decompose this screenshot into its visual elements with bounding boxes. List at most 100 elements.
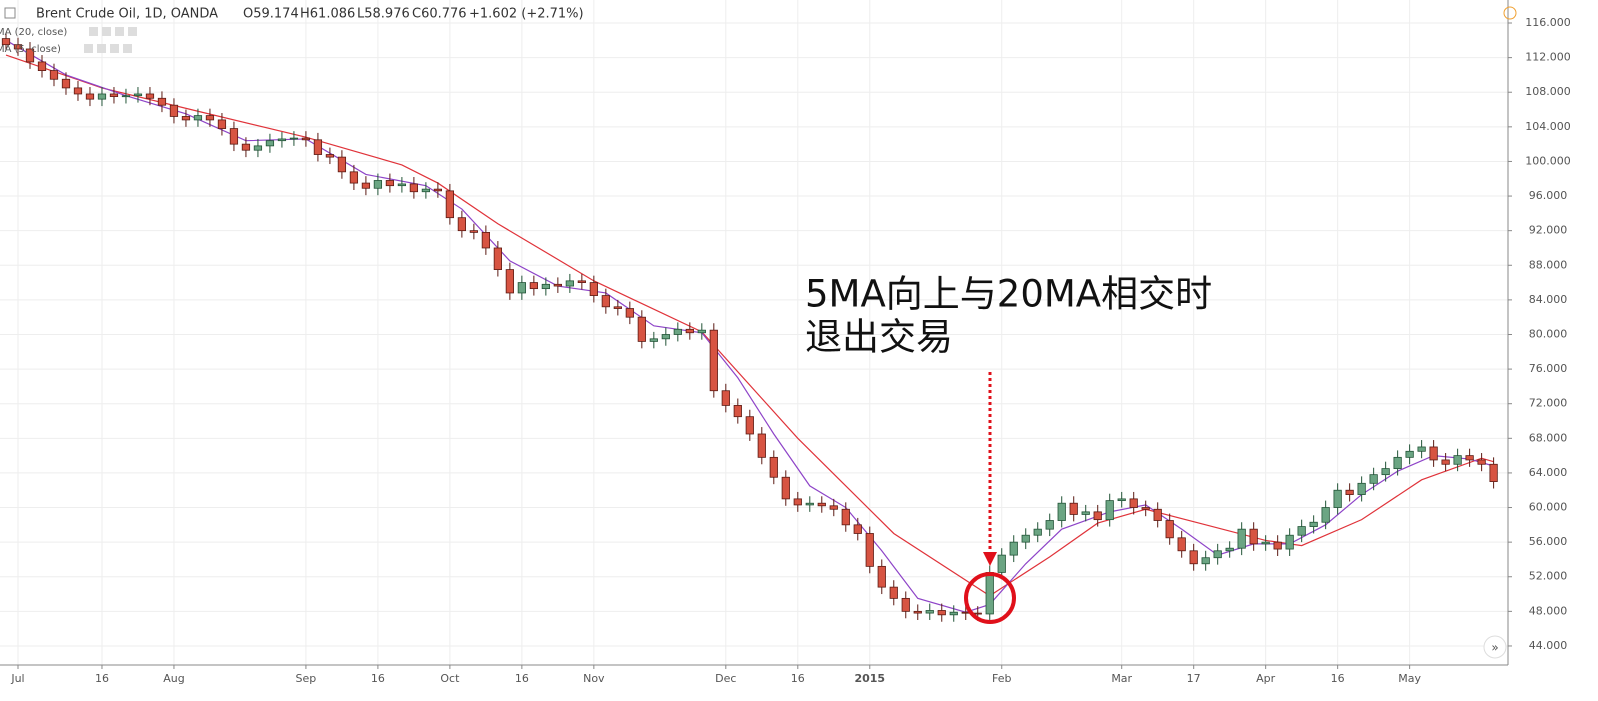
candle-body xyxy=(49,70,59,80)
candle-body xyxy=(133,93,143,97)
candle-body xyxy=(1297,526,1306,536)
candle-body xyxy=(817,502,826,507)
candle-body xyxy=(337,156,347,173)
candle-body xyxy=(409,183,419,193)
x-tick-label: 16 xyxy=(95,672,109,685)
candle-body xyxy=(889,586,898,599)
candle-body xyxy=(1285,534,1294,550)
candle-body xyxy=(1057,502,1066,521)
candle-body xyxy=(793,498,802,506)
annotation-line-2: 退出交易 xyxy=(805,316,953,359)
candle-body xyxy=(553,283,562,287)
candle-body xyxy=(217,119,227,129)
candle-body xyxy=(469,230,478,233)
y-tick-label: 48.000 xyxy=(1529,604,1568,617)
scroll-icon[interactable]: » xyxy=(1491,641,1498,655)
candle-body xyxy=(1333,489,1342,508)
scroll-button[interactable] xyxy=(1483,635,1507,659)
labels: 44.000 48.000 52.000 56.000 60.000 64.000 68.0… xyxy=(10,16,1570,685)
candle-body xyxy=(1009,541,1018,556)
candle-body xyxy=(109,93,119,97)
candle-body xyxy=(145,93,155,99)
x-tick-label: Nov xyxy=(583,672,605,685)
candle-body xyxy=(637,316,646,342)
candle-body xyxy=(841,508,850,526)
candle-body xyxy=(1489,463,1498,482)
candle-body xyxy=(745,416,754,435)
candle-body xyxy=(1261,541,1270,545)
x-tick-label: Aug xyxy=(163,672,184,685)
candle-body xyxy=(1345,489,1354,495)
y-tick-label: 80.000 xyxy=(1529,327,1568,340)
candle-body xyxy=(853,524,862,534)
candle-body xyxy=(901,597,910,612)
candle-body xyxy=(457,217,466,232)
x-tick-label: 2015 xyxy=(854,672,885,685)
x-tick-label: 16 xyxy=(371,672,385,685)
candle-body xyxy=(265,140,275,147)
x-tick-label: Sep xyxy=(296,672,317,685)
candle-body xyxy=(301,137,311,141)
candle-body xyxy=(13,44,23,50)
annotation-line-1: 5MA向上与20MA相交时 xyxy=(805,273,1212,316)
legend-icons[interactable] xyxy=(84,27,137,53)
x-tick-label: 17 xyxy=(1187,672,1201,685)
candle-body xyxy=(289,137,299,140)
candle-body xyxy=(697,329,706,334)
collapse-icon[interactable] xyxy=(4,7,16,19)
candle-body xyxy=(157,97,167,106)
candle-body xyxy=(445,190,454,219)
y-tick-label: 108.000 xyxy=(1525,85,1571,98)
x-tick-label: Dec xyxy=(715,672,736,685)
quote-close: C60.776 xyxy=(412,7,467,22)
candle-body xyxy=(493,247,502,270)
y-tick-label: 76.000 xyxy=(1529,362,1568,375)
candle-body xyxy=(1381,468,1390,476)
x-tick-label: Jul xyxy=(10,672,24,685)
candle-body xyxy=(937,610,946,616)
arrow-head xyxy=(983,552,997,566)
candle-body xyxy=(1369,474,1378,484)
x-tick-label: 16 xyxy=(515,672,529,685)
candle-body xyxy=(1177,537,1186,552)
x-tick-label: Apr xyxy=(1256,672,1276,685)
candle-body xyxy=(1273,541,1282,550)
candle-body xyxy=(397,183,407,187)
candle-body xyxy=(1105,500,1114,521)
candle-body xyxy=(601,295,610,308)
candle-body xyxy=(229,128,239,145)
candle-body xyxy=(253,145,263,151)
y-tick-label: 92.000 xyxy=(1529,224,1568,237)
candle-body xyxy=(1117,498,1126,502)
y-tick-label: 116.000 xyxy=(1525,16,1571,29)
candle-body xyxy=(781,476,790,500)
ma-line xyxy=(5,54,1494,597)
candle-body xyxy=(1309,521,1318,527)
legend-ma5: MA (5, close) xyxy=(0,44,61,55)
candle-body xyxy=(805,502,814,506)
candle-body xyxy=(313,139,323,155)
legend-ma20: MA (20, close) xyxy=(0,27,67,38)
y-tick-label: 52.000 xyxy=(1529,570,1568,583)
candle-body xyxy=(373,180,383,189)
candle-body xyxy=(613,306,622,309)
candle-body xyxy=(1393,456,1402,469)
candle-body xyxy=(385,180,395,187)
candle-body xyxy=(577,280,586,283)
candle-body xyxy=(877,565,886,588)
symbol-title: Brent Crude Oil, 1D, OANDA xyxy=(36,7,218,22)
alert-icon[interactable] xyxy=(1503,6,1517,20)
x-tick-label: Feb xyxy=(992,672,1011,685)
quote-high: H61.086 xyxy=(300,7,355,22)
candle-body xyxy=(481,231,490,249)
candle-body xyxy=(925,610,934,614)
candle-body xyxy=(1129,498,1138,508)
candle-body xyxy=(913,610,922,614)
candle-body xyxy=(1021,534,1030,543)
y-tick-label: 112.000 xyxy=(1525,51,1571,64)
candle-body xyxy=(1165,520,1174,539)
ma-line xyxy=(5,39,1494,613)
candle-body xyxy=(733,405,742,418)
candle-body xyxy=(241,143,251,151)
